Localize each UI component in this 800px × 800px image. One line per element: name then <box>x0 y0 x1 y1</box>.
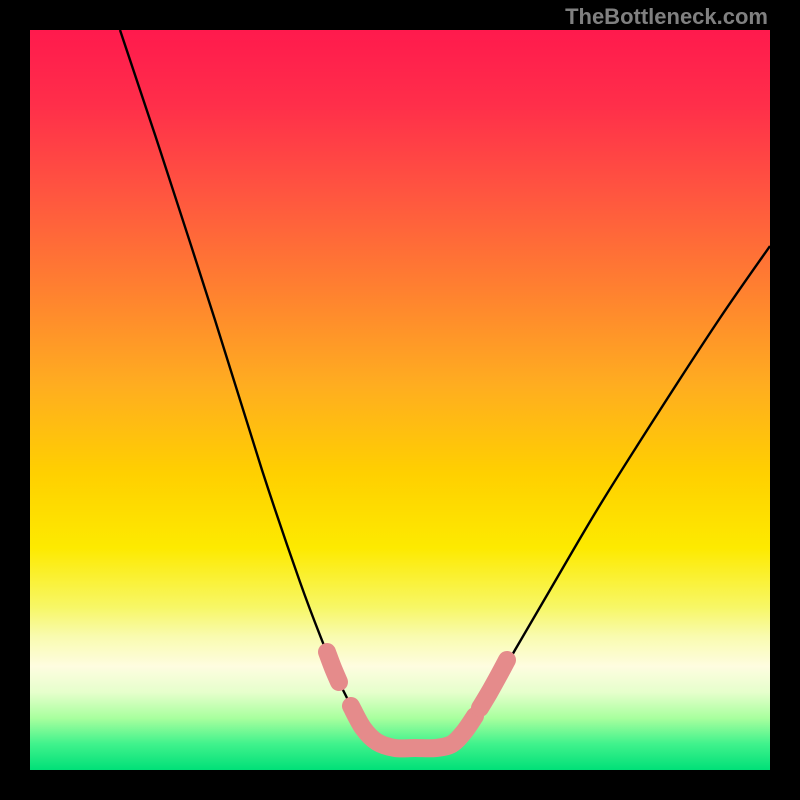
gradient-background <box>30 30 770 770</box>
pink-segment-0 <box>327 652 339 682</box>
chart-svg <box>0 0 800 800</box>
watermark-text: TheBottleneck.com <box>565 4 768 30</box>
